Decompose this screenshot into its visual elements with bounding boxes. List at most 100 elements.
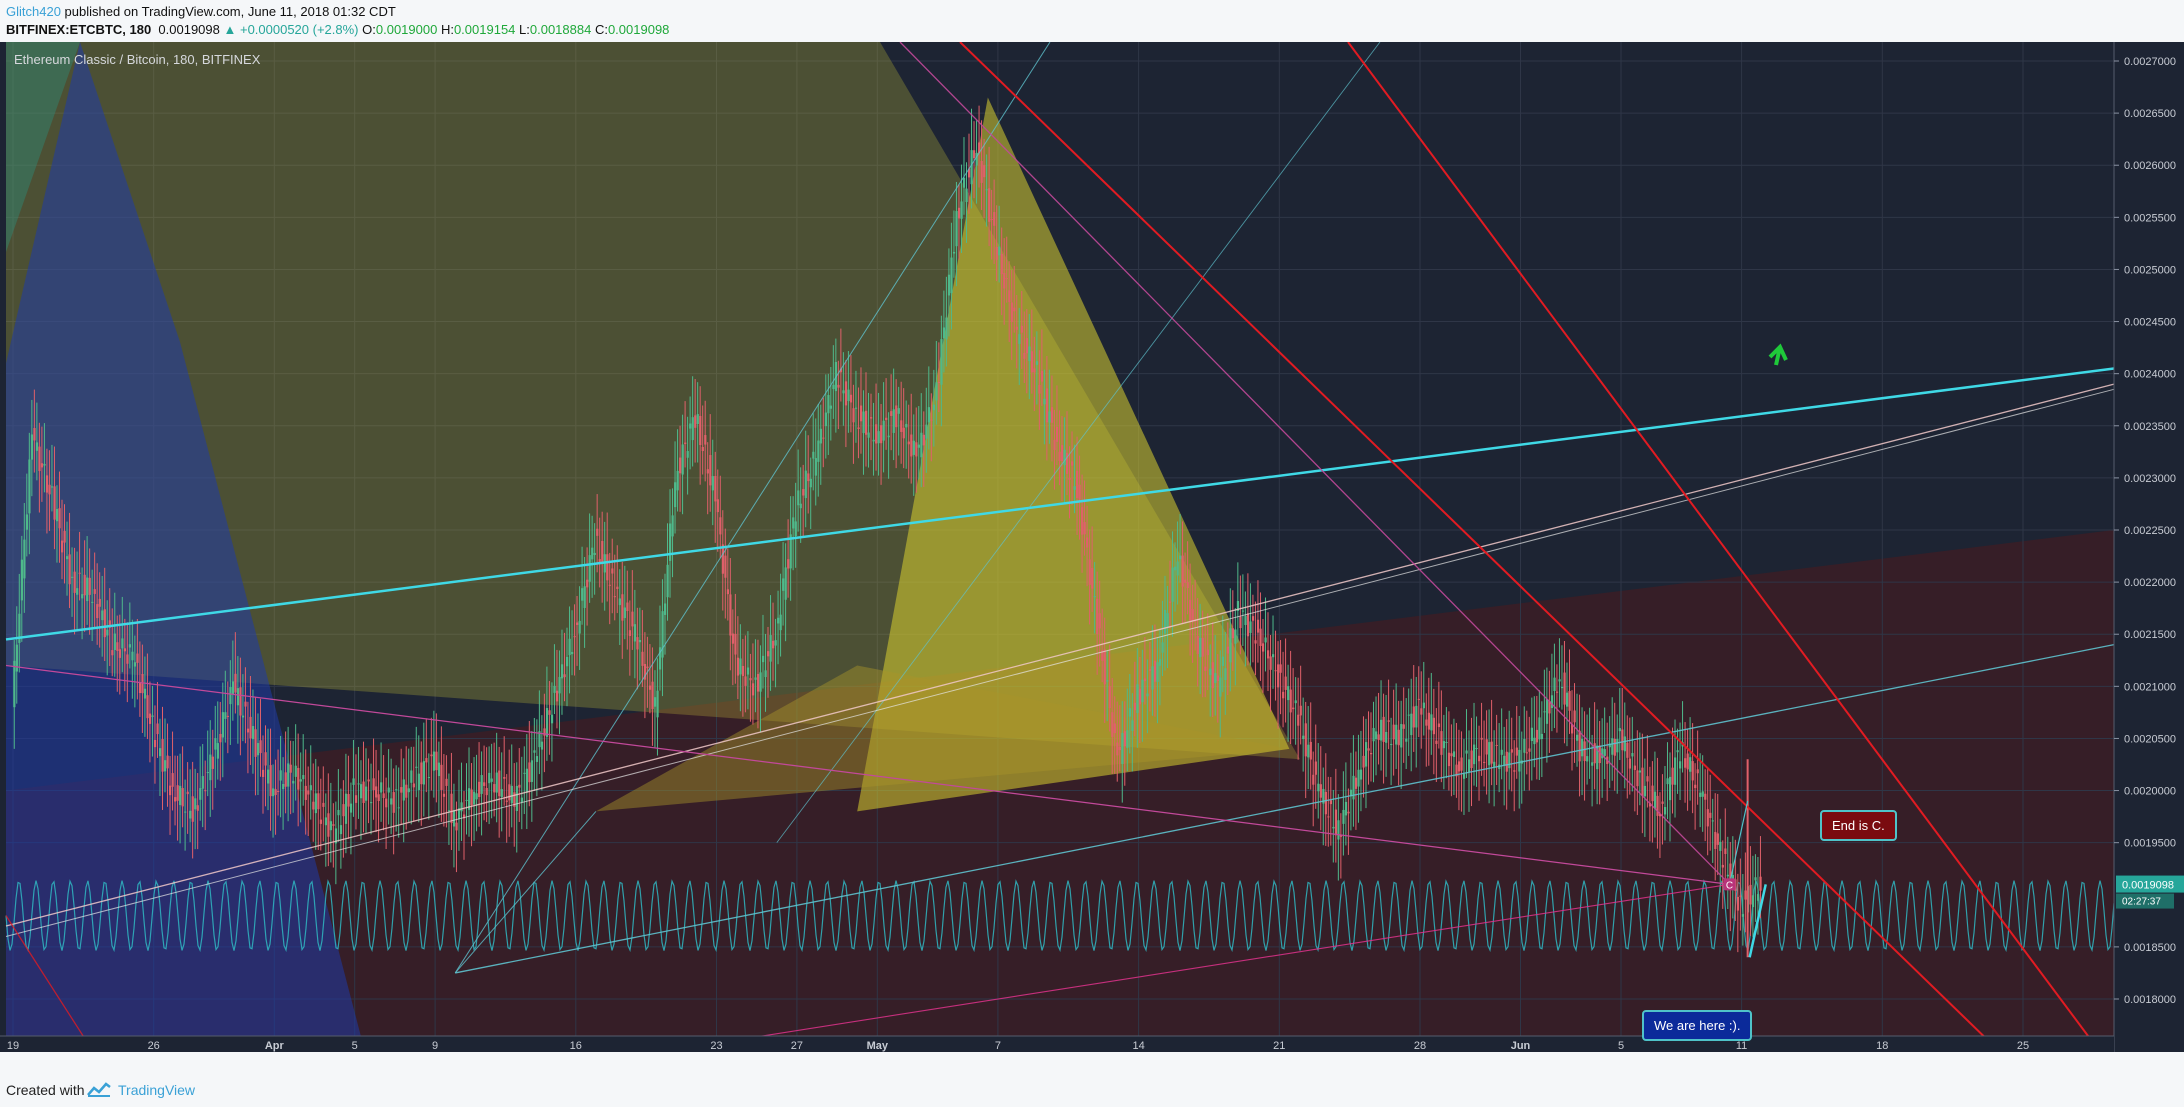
candle-body xyxy=(691,417,694,441)
cyan-fan-line-2 xyxy=(776,42,1381,843)
candle-body xyxy=(1269,656,1272,670)
author-link[interactable]: Glitch420 xyxy=(6,4,61,19)
candle-body xyxy=(450,793,453,824)
here-callout: We are here :). xyxy=(1642,1010,1753,1041)
candle-body xyxy=(535,756,539,762)
candle-body xyxy=(1656,795,1659,816)
candle-body xyxy=(359,784,363,799)
tradingview-link[interactable]: TradingView xyxy=(118,1082,196,1098)
candle-body xyxy=(593,552,596,555)
time-axis-background xyxy=(0,1036,2114,1052)
candle-body xyxy=(633,624,637,642)
candle-body xyxy=(30,434,34,460)
candle-body xyxy=(402,779,405,801)
candle-body xyxy=(731,633,735,644)
candle-body xyxy=(1736,896,1740,911)
candle-body xyxy=(789,534,792,569)
candle-body xyxy=(950,257,953,294)
candle-body xyxy=(761,655,765,663)
candle-body xyxy=(1126,730,1129,748)
candle-body xyxy=(1274,670,1277,672)
cyan-fan-short xyxy=(454,811,597,974)
candle-body xyxy=(1490,741,1493,764)
candle-body xyxy=(123,648,127,652)
candle-body xyxy=(312,801,315,810)
candle-body xyxy=(1636,770,1639,787)
candle-body xyxy=(1266,650,1270,659)
candle-body xyxy=(1437,723,1441,728)
candle-body xyxy=(875,424,878,444)
candle-body xyxy=(1465,750,1468,754)
candle-body xyxy=(1065,452,1069,474)
candle-body xyxy=(1254,640,1257,644)
candle-body xyxy=(975,152,978,166)
candle-body xyxy=(1091,567,1094,589)
time-tick-label: 26 xyxy=(148,1040,160,1052)
candle-body xyxy=(367,779,370,782)
candle-body xyxy=(583,586,586,608)
candle-body xyxy=(1442,741,1446,749)
candle-body xyxy=(663,603,667,615)
candle-body xyxy=(98,598,101,607)
candle-body xyxy=(1367,748,1370,751)
candle-body xyxy=(372,778,375,791)
price-chart[interactable]: C 0.00270000.00265000.00260000.00255000.… xyxy=(0,42,2184,1052)
price-tick-label: 0.0021000 xyxy=(2124,681,2176,693)
candle-body xyxy=(1626,742,1629,758)
candle-body xyxy=(1741,914,1745,917)
candle-body xyxy=(995,246,998,260)
candle-body xyxy=(490,778,493,782)
candle-body xyxy=(1671,767,1674,785)
candle-body xyxy=(249,716,252,739)
candle-body xyxy=(751,683,755,696)
candle-body xyxy=(827,395,830,414)
candle-body xyxy=(1425,719,1428,726)
candle-body xyxy=(1040,370,1044,382)
candle-body xyxy=(377,794,380,801)
last-price-badge-label: 0.0019098 xyxy=(2122,880,2174,892)
price-tick-label: 0.0025000 xyxy=(2124,264,2176,276)
candle-body xyxy=(1096,598,1099,635)
candle-body xyxy=(538,731,541,748)
candle-body xyxy=(1304,723,1307,757)
candle-body xyxy=(942,327,946,339)
candle-body xyxy=(1528,748,1531,752)
candle-body xyxy=(1133,702,1137,711)
candle-body xyxy=(1329,800,1333,805)
candle-body xyxy=(1279,664,1282,673)
candle-body xyxy=(201,776,204,789)
candle-body xyxy=(1593,743,1596,764)
candle-body xyxy=(1435,740,1438,744)
candle-body xyxy=(925,424,928,439)
high-value: 0.0019154 xyxy=(453,22,516,37)
candle-body xyxy=(407,788,410,793)
candle-body xyxy=(457,808,461,819)
candle-body xyxy=(267,769,270,784)
candle-body xyxy=(73,571,76,593)
candle-body xyxy=(1214,673,1217,683)
candle-body xyxy=(35,442,39,451)
candle-body xyxy=(648,685,652,690)
candle-body xyxy=(643,663,647,680)
candle-body xyxy=(1608,743,1611,748)
candle-body xyxy=(342,804,345,817)
candle-body xyxy=(832,384,835,390)
candle-body xyxy=(254,729,257,757)
candle-body xyxy=(1500,749,1503,755)
chart-area[interactable]: C 0.0027000 0.0026500 0.0026000 0.0025500 0.… xyxy=(0,42,2184,1052)
candle-body xyxy=(1668,776,1672,801)
candle-body xyxy=(1347,811,1350,814)
candle-body xyxy=(103,609,106,638)
candle-body xyxy=(1025,338,1028,354)
candle-body xyxy=(952,251,956,254)
candle-body xyxy=(126,654,129,664)
time-tick-label: 11 xyxy=(1736,1040,1747,1052)
candle-body xyxy=(767,651,770,657)
candle-body xyxy=(1141,679,1144,703)
candle-body xyxy=(1427,712,1430,730)
candle-body xyxy=(101,610,104,621)
c-marker-label: C xyxy=(1726,880,1733,891)
countdown-label: 02:27:37 xyxy=(2122,897,2161,908)
cyan-fan-line xyxy=(454,42,1051,974)
candle-body xyxy=(998,246,1001,256)
